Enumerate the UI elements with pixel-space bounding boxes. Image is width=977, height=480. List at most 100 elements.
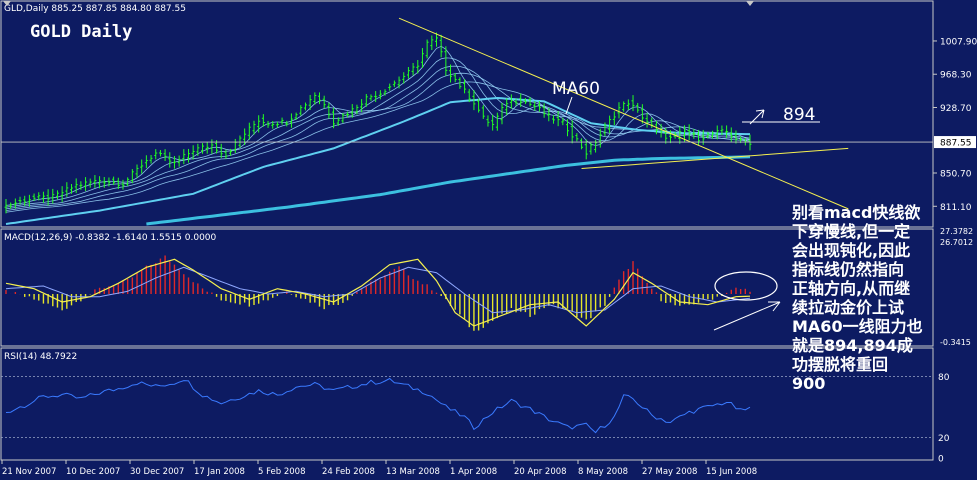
candle (41, 191, 45, 203)
candle (247, 122, 251, 140)
candle (168, 152, 172, 168)
macd-up-arrow-icon (713, 301, 781, 331)
candle (280, 117, 284, 125)
candle (612, 111, 616, 126)
scroll-marker-icon[interactable] (746, 1, 754, 6)
candle (107, 177, 111, 187)
candle (186, 148, 190, 163)
candle (434, 32, 438, 47)
candle (332, 107, 336, 129)
candle (378, 90, 382, 100)
candle (725, 125, 729, 138)
candle (383, 89, 387, 96)
candle (622, 101, 626, 112)
commentary-line: 900 (792, 374, 825, 393)
candle (748, 134, 752, 151)
rsi-line (5, 377, 751, 434)
candle (374, 91, 378, 103)
macd-signal-line (5, 266, 751, 314)
rsi-tick-label: 0 (938, 455, 944, 465)
x-tick-label: 27 May 2008 (642, 467, 697, 477)
candle (121, 179, 125, 190)
candle (631, 95, 635, 112)
x-tick-label: 21 Nov 2007 (2, 467, 56, 477)
candle (289, 113, 293, 128)
rsi-panel-frame (0, 347, 934, 461)
macd-tick-label: 26.7012 (940, 238, 973, 247)
macd-panel-frame (0, 228, 934, 347)
candle (449, 64, 453, 83)
scroll-marker-left-icon[interactable] (3, 1, 11, 6)
commentary: 别看macd快线欲下穿慢线,但一定会出现钝化,因此指标线仍然指向正轴方向,从而继… (791, 203, 923, 393)
candle (580, 138, 584, 150)
candle (308, 94, 312, 110)
candle (313, 92, 317, 105)
candle (528, 97, 532, 107)
candle (509, 94, 513, 109)
candle (327, 102, 331, 119)
candle (416, 59, 420, 74)
price-tick-label: 968.30 (940, 71, 972, 81)
candle (196, 143, 200, 156)
candle (711, 130, 715, 139)
candle (158, 150, 162, 157)
ma60-pointer (565, 96, 573, 115)
x-tick-label: 5 Feb 2008 (258, 467, 306, 477)
current-price-tick: 887.55 (940, 139, 972, 149)
candle (299, 105, 303, 116)
candle (668, 130, 672, 144)
candle (18, 196, 22, 205)
candle (303, 102, 307, 111)
macd-highlight-ellipse (714, 271, 778, 301)
candle (13, 198, 17, 209)
candle (678, 126, 682, 144)
candle (55, 190, 59, 200)
candle (453, 73, 457, 83)
candle (477, 98, 481, 113)
candle (687, 124, 691, 141)
candle (617, 102, 621, 119)
candle (472, 90, 476, 111)
candle (636, 102, 640, 113)
x-tick-label: 10 Dec 2007 (66, 467, 120, 477)
candle (720, 125, 724, 136)
candle (350, 104, 354, 118)
rsi-header: RSI(14) 48.7922 (4, 352, 77, 362)
candle (261, 114, 265, 127)
axes: 1007.90 968.30 928.70 887.55 850.70 811.10 27.… (1, 37, 977, 477)
candle (84, 177, 88, 192)
candle (46, 189, 50, 206)
price-tick-label: 1007.90 (940, 37, 977, 47)
price-tick-label: 811.10 (940, 203, 972, 213)
candle (51, 188, 55, 204)
candle (163, 149, 167, 161)
candle (734, 130, 738, 144)
ma-long-line (146, 155, 751, 226)
x-tick-label: 17 Jan 2008 (194, 467, 245, 477)
candle (130, 169, 134, 184)
candle (551, 115, 555, 124)
candle (406, 67, 410, 79)
x-tick-label: 13 Mar 2008 (386, 467, 440, 477)
candle (182, 149, 186, 165)
candle (640, 104, 644, 124)
candle (467, 88, 471, 103)
candle (514, 98, 518, 106)
commentary-line: 别看macd快线欲 (791, 203, 920, 222)
rsi-tick-label: 80 (938, 373, 950, 383)
commentary-line: 下穿慢线,但一定 (792, 222, 910, 241)
candle (360, 99, 364, 113)
candle (664, 127, 668, 144)
candle (149, 154, 153, 164)
candle (9, 202, 13, 209)
price-tick-label: 928.70 (940, 104, 972, 114)
candle (154, 149, 158, 160)
candle (318, 92, 322, 105)
candle (458, 77, 462, 89)
candle (369, 94, 373, 101)
ma-ribbon-line (5, 57, 751, 208)
candle (93, 175, 97, 188)
candle (88, 178, 92, 188)
